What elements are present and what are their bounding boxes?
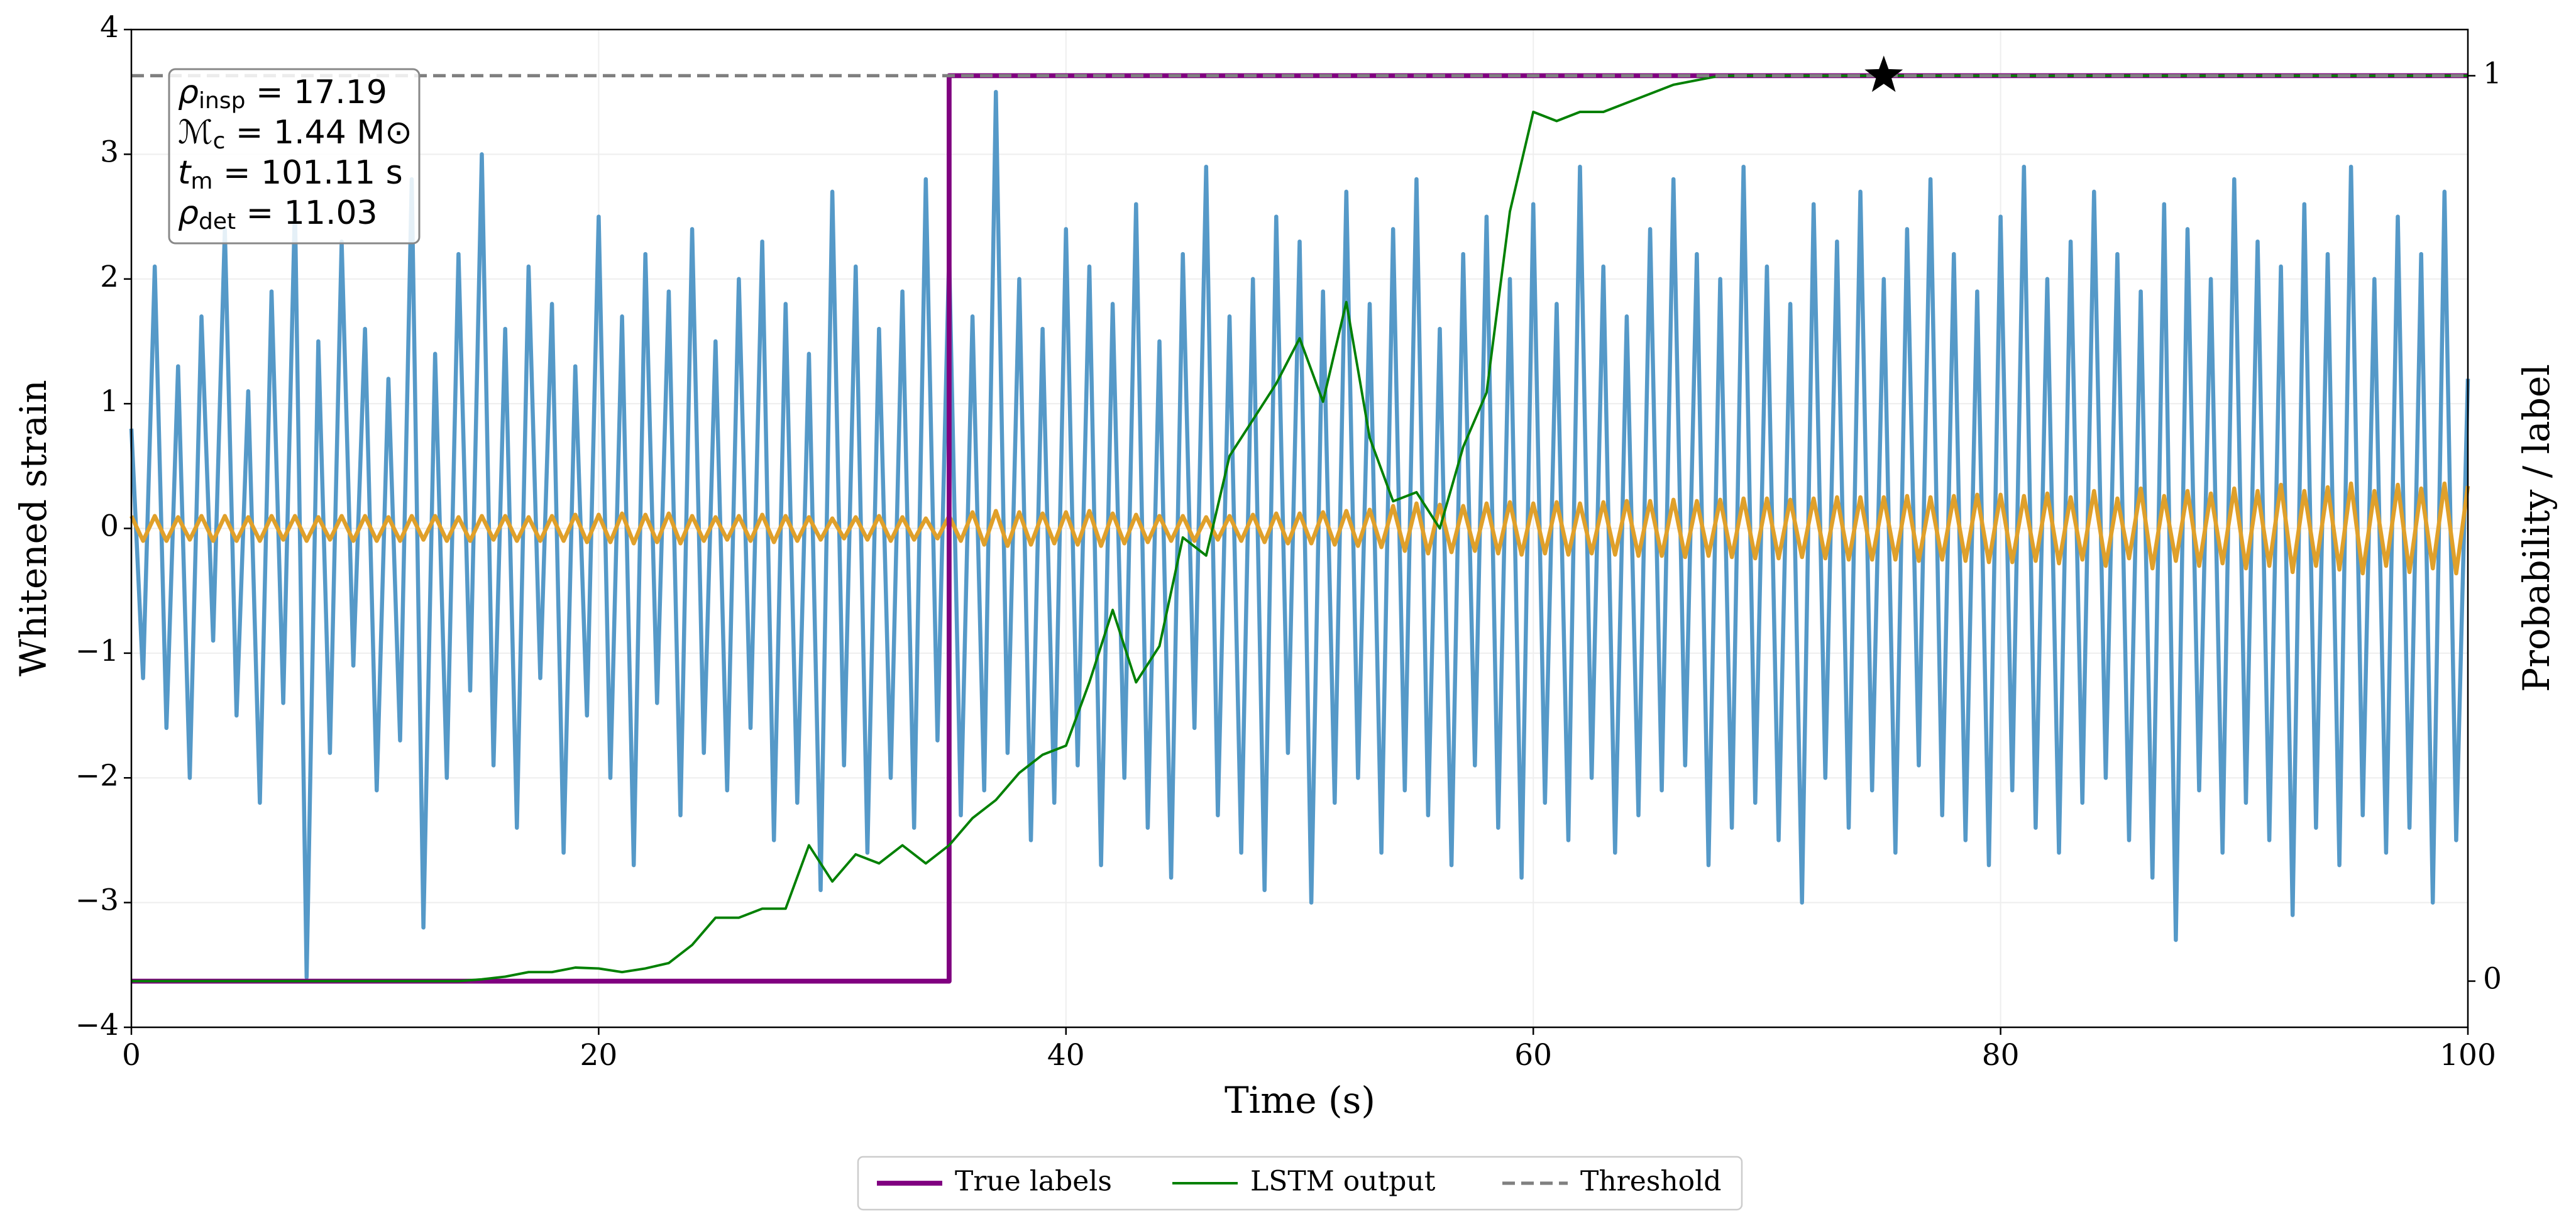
y-tick-label: 3 <box>100 135 119 169</box>
annotation-sub: insp <box>199 88 245 114</box>
annotation-var: t <box>178 154 192 192</box>
y2-tick-label: 1 <box>2483 56 2502 91</box>
x-axis-label: Time (s) <box>1225 1079 1375 1122</box>
plot-frame <box>130 28 2469 1029</box>
y2-axis-label: Probability / label <box>2515 364 2558 692</box>
series-line <box>129 481 2470 576</box>
y2-tick-label: 0 <box>2483 962 2502 996</box>
annotation-frame <box>168 68 421 245</box>
annotation-var: ℳ <box>178 114 213 152</box>
y-tick-label: −3 <box>75 883 119 918</box>
x-tick-label: 0 <box>122 1038 141 1073</box>
y-tick-label: −1 <box>75 634 119 668</box>
annotation-text: tm = 101.11 s <box>178 154 403 194</box>
legend-frame <box>857 1156 1743 1211</box>
annotation-sub: det <box>199 209 236 235</box>
annotation-text: ℳc = 1.44 M⊙ <box>178 114 412 154</box>
y-tick-label: 1 <box>100 384 119 419</box>
annotation-text: ρinsp = 17.19 <box>178 74 387 114</box>
x-tick-label: 100 <box>2440 1038 2496 1073</box>
legend-label: Threshold <box>1580 1166 1721 1198</box>
y-tick-label: 0 <box>100 509 119 544</box>
annotation-var: ρ <box>178 194 199 232</box>
y-tick-label: −2 <box>75 758 119 793</box>
x-tick-label: 40 <box>1047 1038 1085 1073</box>
annotation-rest: = 101.11 s <box>212 154 402 192</box>
y-tick-label: 2 <box>100 260 119 294</box>
x-tick-label: 20 <box>580 1038 617 1073</box>
y-tick-label: 4 <box>100 10 119 45</box>
y-axis-label: Whitened strain <box>12 380 55 676</box>
annotation-sub: m <box>190 168 212 194</box>
annotation-rest: = 11.03 <box>236 194 378 232</box>
annotation-text: ρdet = 11.03 <box>178 194 378 235</box>
x-tick-label: 60 <box>1514 1038 1552 1073</box>
detection-star <box>1864 55 1903 92</box>
legend-label: True labels <box>955 1166 1112 1198</box>
x-tick-label: 80 <box>1982 1038 2020 1073</box>
y-tick-label: −4 <box>75 1008 119 1042</box>
legend-label: LSTM output <box>1250 1166 1436 1198</box>
annotation-var: ρ <box>178 74 199 111</box>
series-line <box>129 89 2470 980</box>
annotation-rest: = 1.44 M⊙ <box>225 114 412 152</box>
annotation-rest: = 17.19 <box>245 74 387 111</box>
annotation-sub: c <box>213 128 226 154</box>
